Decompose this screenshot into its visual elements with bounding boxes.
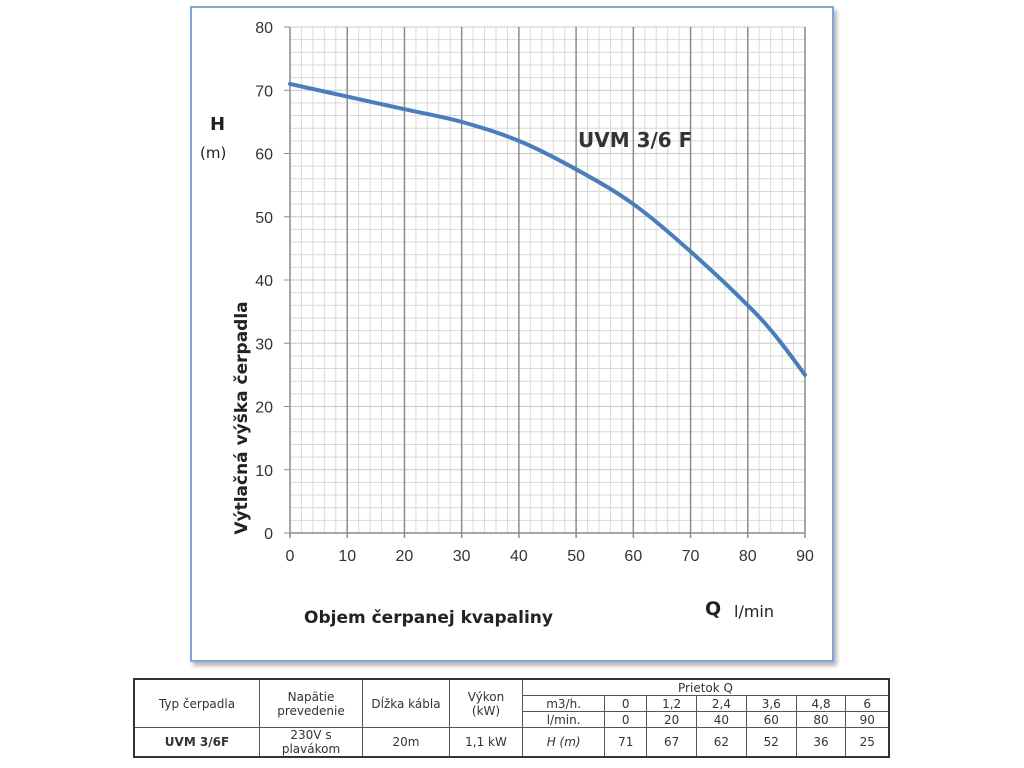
h-value: 36 <box>795 727 847 758</box>
h-value: 67 <box>646 727 698 758</box>
header-flow: Prietok Q <box>522 678 890 696</box>
pump-type-value: UVM 3/6F <box>133 727 260 758</box>
x-unit-symbol: Q <box>705 598 722 620</box>
flow-value: 4,8 <box>795 695 847 712</box>
flow-value: 20 <box>646 711 698 728</box>
y-unit: (m) <box>200 144 227 162</box>
y-tick-label: 70 <box>255 83 273 100</box>
header-cable: Dĺžka kábla <box>362 678 450 728</box>
flow-value: 6 <box>845 695 890 712</box>
y-tick-label: 20 <box>255 400 273 417</box>
x-tick-label: 10 <box>338 548 356 565</box>
y-tick-label: 60 <box>255 147 273 164</box>
flow-unit-m3h: m3/h. <box>521 695 606 712</box>
flow-value: 3,6 <box>745 695 797 712</box>
y-axis-label: Výtlačná výška čerpadla <box>232 301 252 535</box>
chart-svg: 0 10 20 30 40 50 60 70 80 90 0 10 20 30 40 50 60 70 80 <box>255 20 814 565</box>
x-tick-label: 40 <box>510 548 528 565</box>
power-value: 1,1 kW <box>449 727 523 758</box>
pump-spec-table: Typ čerpadla Napätie prevedenie Dĺžka ká… <box>133 678 890 758</box>
flow-value: 0 <box>604 695 648 712</box>
x-tick-label: 80 <box>739 548 757 565</box>
h-value: 25 <box>845 727 890 758</box>
flow-value: 0 <box>604 711 648 728</box>
x-tick-label: 0 <box>286 548 295 565</box>
flow-value: 2,4 <box>696 695 747 712</box>
flow-value: 80 <box>795 711 847 728</box>
series-line <box>288 81 807 377</box>
h-value: 52 <box>745 727 797 758</box>
x-tick-label: 90 <box>796 548 814 565</box>
y-unit-symbol: H <box>210 114 226 135</box>
h-value: 71 <box>604 727 648 758</box>
x-tick-label: 20 <box>396 548 414 565</box>
header-power: Výkon (kW) <box>449 678 523 728</box>
flow-value: 60 <box>745 711 797 728</box>
chart-frame: 0 10 20 30 40 50 60 70 80 90 0 10 20 30 40 50 60 70 80 UVM… <box>190 6 834 662</box>
series-label: UVM 3/6 F <box>578 128 693 152</box>
x-tick-label: 60 <box>624 548 642 565</box>
y-tick-label: 80 <box>255 20 273 37</box>
header-pump-type: Typ čerpadla <box>133 678 260 728</box>
y-tick-label: 40 <box>255 273 273 290</box>
x-tick-label: 30 <box>453 548 471 565</box>
x-unit: l/min <box>734 602 775 621</box>
h-value: 62 <box>696 727 747 758</box>
y-tick-label: 30 <box>255 336 273 353</box>
h-label: H (m) <box>521 727 606 758</box>
x-tick-label: 50 <box>567 548 585 565</box>
flow-value: 1,2 <box>646 695 698 712</box>
flow-value: 40 <box>696 711 747 728</box>
flow-value: 90 <box>845 711 890 728</box>
cable-value: 20m <box>362 727 450 758</box>
x-tick-label: 70 <box>682 548 700 565</box>
header-voltage: Napätie prevedenie <box>259 678 363 728</box>
x-axis-label: Objem čerpanej kvapaliny <box>304 608 553 628</box>
flow-unit-lmin: l/min. <box>521 711 606 728</box>
y-tick-label: 0 <box>264 526 273 543</box>
voltage-value: 230V s plavákom <box>259 727 363 758</box>
y-tick-label: 50 <box>255 210 273 227</box>
y-tick-label: 10 <box>255 463 273 480</box>
